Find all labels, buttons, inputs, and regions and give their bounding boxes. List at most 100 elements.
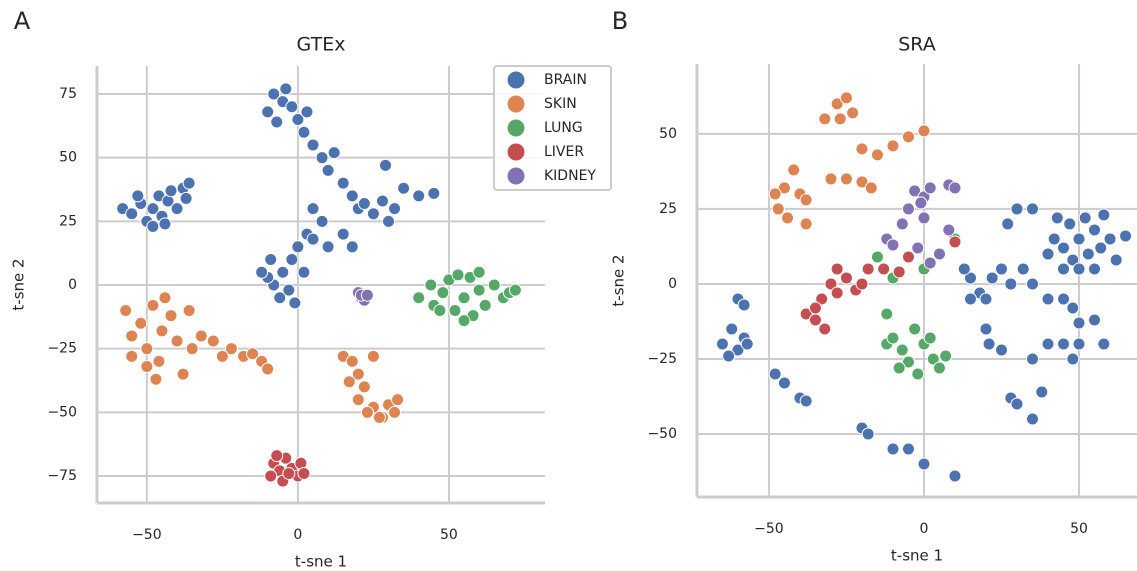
point [261, 362, 275, 376]
point [901, 202, 915, 216]
point [963, 292, 977, 306]
point [1063, 217, 1077, 231]
point [119, 303, 133, 317]
point [979, 292, 993, 306]
point [315, 151, 329, 165]
point [901, 442, 915, 456]
point [1035, 385, 1049, 399]
point [267, 87, 281, 101]
legend-marker [506, 166, 526, 186]
x-tick-label: 0 [293, 527, 302, 543]
point [994, 343, 1008, 357]
point [366, 349, 380, 363]
point [1072, 316, 1086, 330]
point [185, 342, 199, 356]
point [855, 142, 869, 156]
point [282, 283, 296, 297]
point [285, 253, 299, 267]
point [182, 176, 196, 190]
y-tick-label: −50 [647, 426, 677, 442]
point [146, 298, 160, 312]
point [911, 241, 925, 255]
point [1119, 229, 1133, 243]
point [942, 223, 956, 237]
point [818, 112, 832, 126]
point [457, 314, 471, 328]
x-tick-label: −50 [132, 527, 162, 543]
x-tick-label: −50 [754, 521, 784, 537]
point [215, 349, 229, 363]
point [345, 354, 359, 368]
point [1072, 337, 1086, 351]
point [1078, 211, 1092, 225]
x-axis-label: t-sne 1 [891, 547, 943, 565]
point [895, 217, 909, 231]
point [768, 367, 782, 381]
y-tick-label: 50 [659, 126, 677, 142]
point [164, 184, 178, 198]
point [830, 97, 844, 111]
legend-marker [506, 70, 526, 90]
point [1097, 337, 1111, 351]
point [833, 112, 847, 126]
point [357, 197, 371, 211]
point [321, 163, 335, 177]
point [994, 262, 1008, 276]
point [388, 405, 402, 419]
point [864, 181, 878, 195]
point [1041, 337, 1055, 351]
point [508, 283, 522, 297]
point [297, 125, 311, 139]
point [179, 191, 193, 205]
point [264, 469, 278, 483]
point [771, 202, 785, 216]
point [830, 262, 844, 276]
point [725, 322, 739, 336]
point [1057, 262, 1071, 276]
point [1103, 232, 1117, 246]
point [948, 235, 962, 249]
point [351, 393, 365, 407]
point [886, 331, 900, 345]
y-tick-label: −25 [47, 341, 77, 357]
point [957, 262, 971, 276]
point [911, 367, 925, 381]
point [830, 286, 844, 300]
point [923, 256, 937, 270]
point [306, 232, 320, 246]
chart-title: GTEx [297, 34, 346, 56]
point [737, 298, 751, 312]
point [818, 322, 832, 336]
point [158, 217, 172, 231]
point [982, 337, 996, 351]
point [939, 349, 953, 363]
point [125, 329, 139, 343]
point [932, 361, 946, 375]
point [224, 342, 238, 356]
point [722, 349, 736, 363]
point [182, 303, 196, 317]
point [288, 296, 302, 310]
point [388, 202, 402, 216]
point [1097, 208, 1111, 222]
point [342, 375, 356, 389]
y-tick-label: 50 [59, 150, 77, 166]
point [1026, 202, 1040, 216]
point [892, 361, 906, 375]
point [1041, 292, 1055, 306]
point [279, 82, 293, 96]
point [901, 355, 915, 369]
point [861, 427, 875, 441]
point [146, 202, 160, 216]
point [134, 316, 148, 330]
point [777, 376, 791, 390]
point [391, 393, 405, 407]
point [285, 100, 299, 114]
point [914, 196, 928, 210]
point [824, 277, 838, 291]
point [261, 105, 275, 119]
legend-marker [506, 94, 526, 114]
point [799, 217, 813, 231]
point [487, 278, 501, 292]
